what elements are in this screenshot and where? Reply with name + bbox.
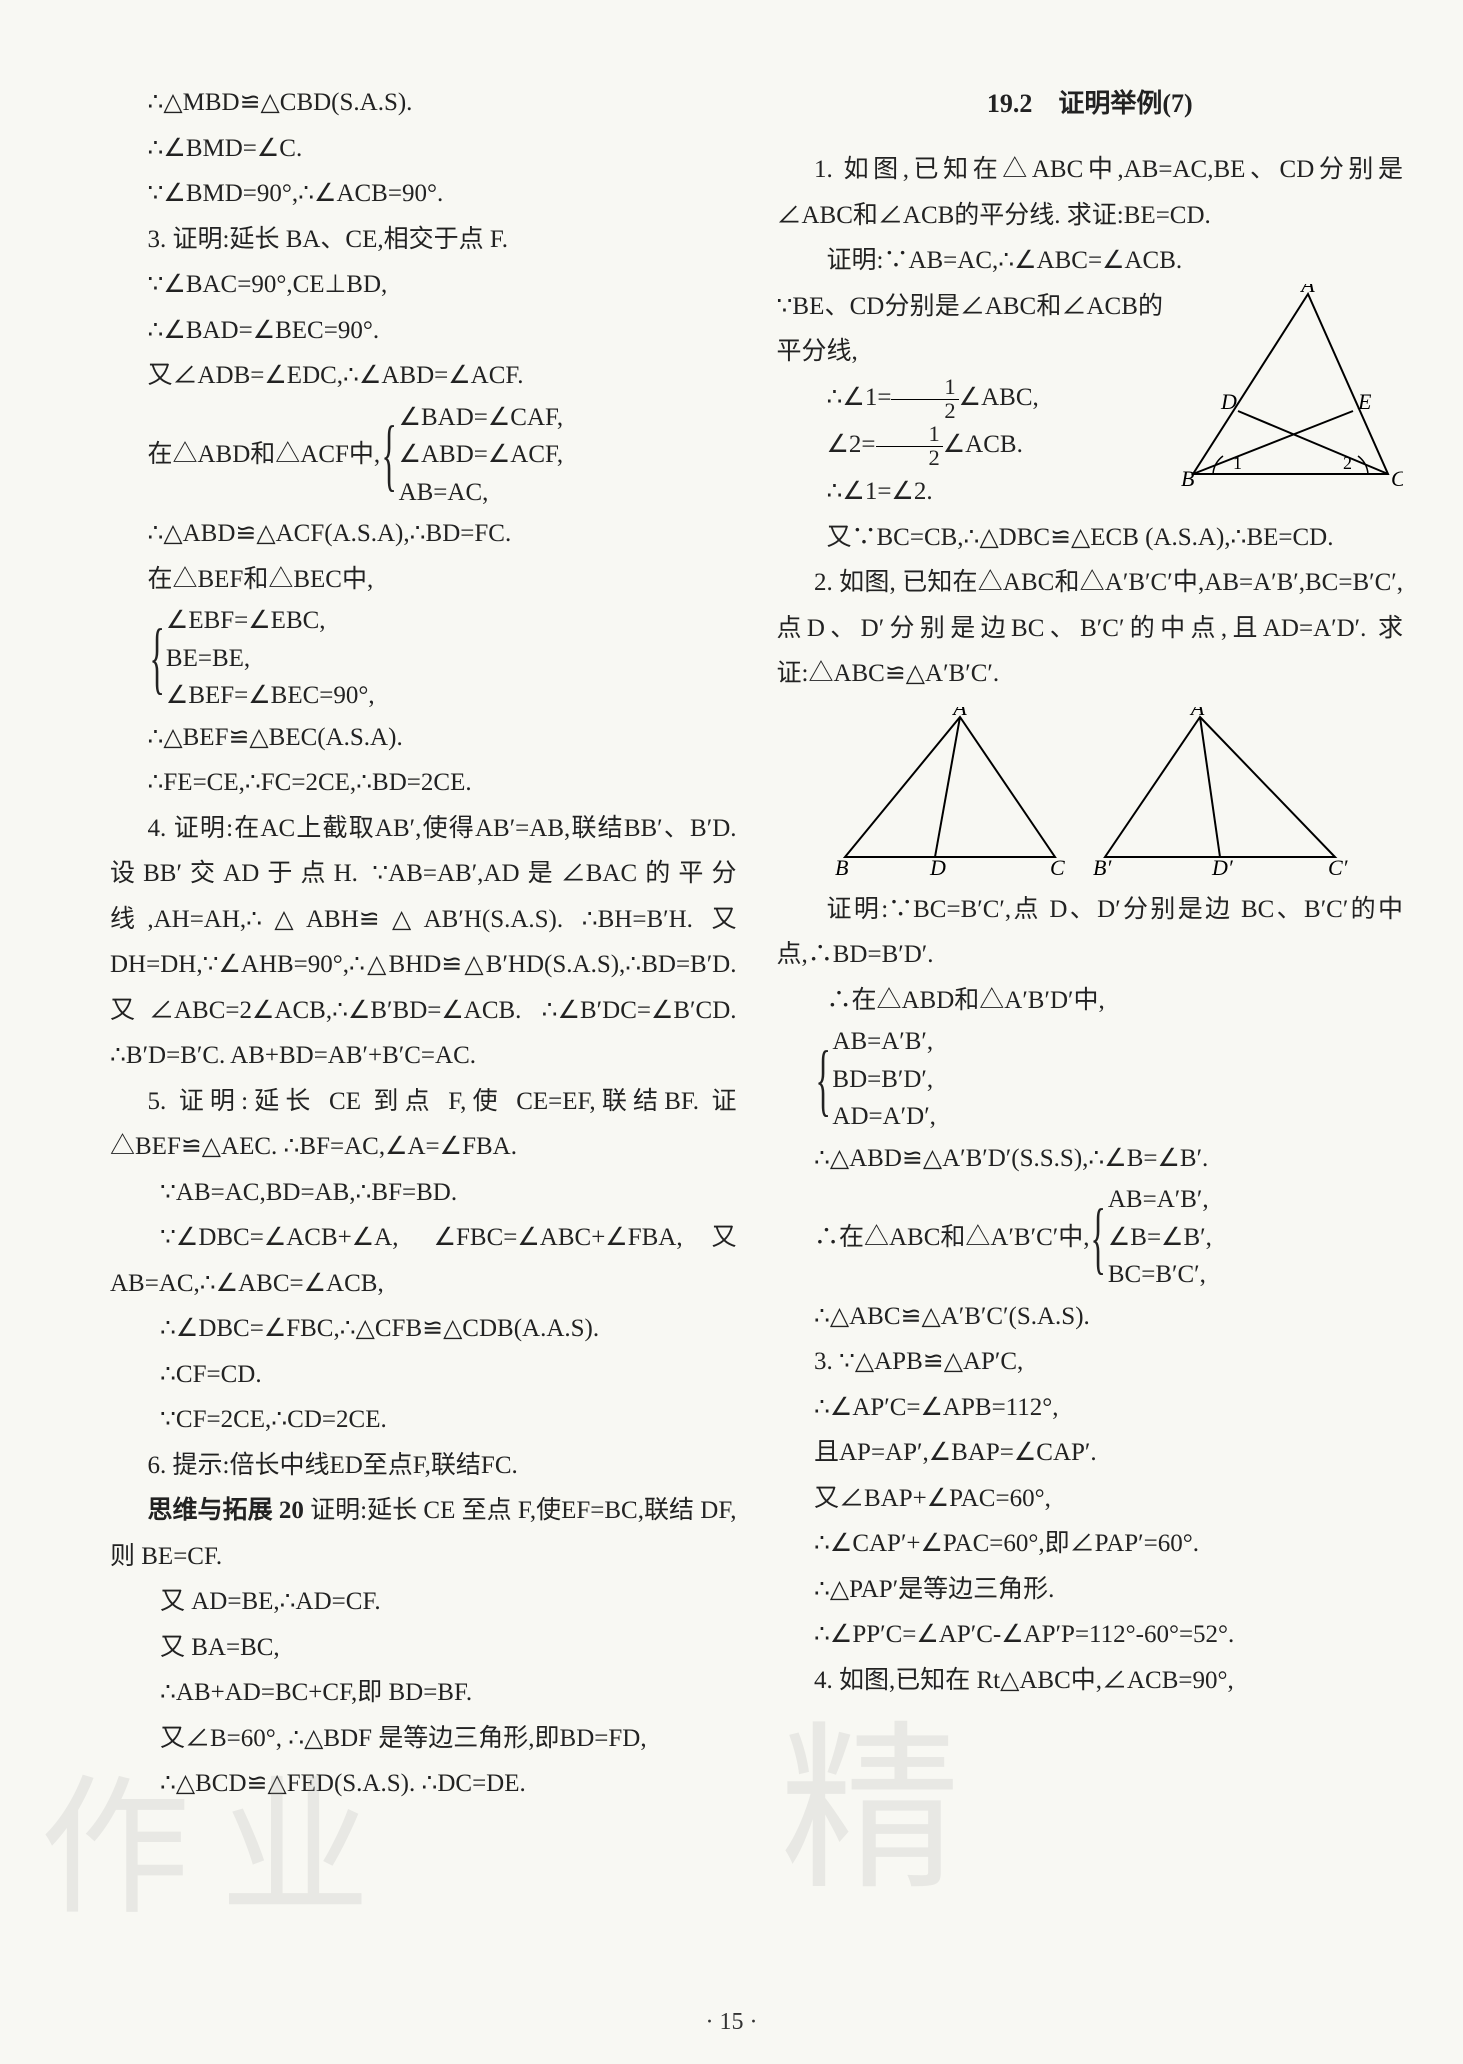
brace-item: BE=BE, [166, 640, 375, 678]
text-line: ∴△ABD≌△ACF(A.S.A),∴BD=FC. [110, 511, 737, 557]
text-line: 又 BA=BC, [110, 1625, 737, 1671]
text-line: ∵AB=AC,BD=AB,∴BF=BD. [110, 1170, 737, 1216]
brace-items: AB=A′B′, BD=B′D′, AD=A′D′, [832, 1023, 936, 1136]
text-line: ∴∠BAD=∠BEC=90°. [110, 308, 737, 354]
svg-text:B: B [835, 855, 848, 877]
svg-text:C′: C′ [1328, 855, 1349, 877]
svg-text:B: B [1181, 466, 1194, 491]
brace-item: ∠BAD=∠CAF, [399, 399, 564, 437]
text-line: 在△BEF和△BEC中, [110, 557, 737, 603]
text-line: 又∠BAP+∠PAC=60°, [777, 1476, 1404, 1522]
text-line: ∵CF=2CE,∴CD=2CE. [110, 1397, 737, 1443]
brace-item: AB=A′B′, [1108, 1181, 1212, 1219]
section-title: 19.2 证明举例(7) [777, 80, 1404, 127]
brace-item: AD=A′D′, [832, 1098, 936, 1136]
svg-text:D: D [929, 855, 946, 877]
brace-prefix: ∴在△ABC和△A′B′C′中, [814, 1215, 1089, 1261]
left-brace-icon: { [816, 1044, 831, 1116]
brace-item: AB=A′B′, [832, 1023, 936, 1061]
brace-block: 在△ABD和△ACF中, { ∠BAD=∠CAF, ∠ABD=∠ACF, AB=… [148, 399, 737, 512]
text-line: ∵∠BMD=90°,∴∠ACB=90°. [110, 171, 737, 217]
brace-prefix: 在△ABD和△ACF中, [148, 432, 381, 478]
text-line: ∵∠DBC=∠ACB+∠A, ∠FBC=∠ABC+∠FBA,又AB=AC,∴∠A… [110, 1215, 737, 1306]
text-line: 3. ∵△APB≌△AP′C, [777, 1339, 1404, 1385]
brace-item: AB=AC, [399, 474, 564, 512]
text-line: 4. 证明:在AC上截取AB′,使得AB′=AB,联结BB′、B′D. 设BB′… [110, 806, 737, 1079]
text-line: ∴∠CAP′+∠PAC=60°,即∠PAP′=60°. [777, 1521, 1404, 1567]
fraction: 12 [876, 423, 943, 469]
text-line: 3. 证明:延长 BA、CE,相交于点 F. [110, 217, 737, 263]
text-line: ∴△ABC≌△A′B′C′(S.A.S). [777, 1294, 1404, 1340]
text-line: 又∵BC=CB,∴△DBC≌△ECB (A.S.A),∴BE=CD. [777, 515, 1404, 561]
left-brace-icon: { [382, 419, 397, 491]
fraction: 12 [891, 376, 958, 422]
text-span: ∴∠1= [827, 384, 892, 411]
text-line: ∴∠PP′C=∠AP′C-∠AP′P=112°-60°=52°. [777, 1612, 1404, 1658]
brace-block: { AB=A′B′, BD=B′D′, AD=A′D′, [814, 1023, 1403, 1136]
brace-item: ∠ABD=∠ACF, [399, 436, 564, 474]
text-line: 又∠B=60°, ∴△BDF 是等边三角形,即BD=FD, [110, 1716, 737, 1762]
text-line: 2. 如图, 已知在△ABC和△A′B′C′中,AB=A′B′,BC=B′C′,… [777, 560, 1404, 697]
triangle-diagram-2a: A B D C [830, 707, 1070, 877]
brace-item: BD=B′D′, [832, 1061, 936, 1099]
text-line: 又∠ADB=∠EDC,∴∠ABD=∠ACF. [110, 353, 737, 399]
svg-text:A: A [951, 707, 967, 720]
text-line: 证明:∵BC=B′C′,点 D、D′分别是边 BC、B′C′的中点,∴BD=B′… [777, 887, 1404, 978]
text-line: ∴AB+AD=BC+CF,即 BD=BF. [110, 1670, 737, 1716]
brace-items: ∠EBF=∠EBC, BE=BE, ∠BEF=∠BEC=90°, [166, 602, 375, 715]
svg-text:E: E [1357, 389, 1372, 414]
text-line: 且AP=AP′,∠BAP=∠CAP′. [777, 1430, 1404, 1476]
brace-item: BC=B′C′, [1108, 1256, 1212, 1294]
svg-text:B′: B′ [1093, 855, 1112, 877]
text-line: ∴∠BMD=∠C. [110, 126, 737, 172]
text-line: ∴△BEF≌△BEC(A.S.A). [110, 715, 737, 761]
text-line: ∴△PAP′是等边三角形. [777, 1567, 1404, 1613]
text-line: ∵∠BAC=90°,CE⊥BD, [110, 262, 737, 308]
triangle-diagram-row: A B D C A′ B′ D′ C′ [777, 707, 1404, 877]
text-line: 又 AD=BE,∴AD=CF. [110, 1579, 737, 1625]
brace-block: { ∠EBF=∠EBC, BE=BE, ∠BEF=∠BEC=90°, [148, 602, 737, 715]
text-line: 1. 如图,已知在△ABC中,AB=AC,BE、CD分别是∠ABC和∠ACB的平… [777, 147, 1404, 238]
page-number: · 15 · [0, 2009, 1463, 2036]
text-line: 4. 如图,已知在 Rt△ABC中,∠ACB=90°, [777, 1658, 1404, 1704]
right-column: 19.2 证明举例(7) 1. 如图,已知在△ABC中,AB=AC,BE、CD分… [777, 80, 1404, 2024]
svg-text:A′: A′ [1189, 707, 1210, 720]
left-brace-icon: { [1091, 1202, 1106, 1274]
brace-block: ∴在△ABC和△A′B′C′中, { AB=A′B′, ∠B=∠B′, BC=B… [814, 1181, 1403, 1294]
brace-item: ∠EBF=∠EBC, [166, 602, 375, 640]
text-line: ∴FE=CE,∴FC=2CE,∴BD=2CE. [110, 760, 737, 806]
bold-heading: 思维与拓展 20 [148, 1497, 304, 1524]
svg-text:D′: D′ [1211, 855, 1234, 877]
text-line: ∴△BCD≌△FED(S.A.S). ∴DC=DE. [110, 1761, 737, 1807]
text-line: ∴在△ABD和△A′B′D′中, [777, 978, 1404, 1024]
svg-text:A: A [1299, 284, 1315, 297]
text-span: ∠ABC, [959, 384, 1039, 411]
text-line: ∴∠AP′C=∠APB=112°, [777, 1385, 1404, 1431]
text-line: ∴△ABD≌△A′B′D′(S.S.S),∴∠B=∠B′. [777, 1136, 1404, 1182]
svg-text:C: C [1050, 855, 1065, 877]
brace-items: ∠BAD=∠CAF, ∠ABD=∠ACF, AB=AC, [399, 399, 564, 512]
text-line: ∴∠DBC=∠FBC,∴△CFB≌△CDB(A.A.S). [110, 1306, 737, 1352]
brace-item: ∠B=∠B′, [1108, 1219, 1212, 1257]
svg-text:1: 1 [1233, 453, 1242, 473]
left-brace-icon: { [149, 622, 164, 694]
svg-text:D: D [1220, 389, 1237, 414]
text-line: 证明:∵AB=AC,∴∠ABC=∠ACB. [777, 238, 1404, 284]
text-span: ∠2= [827, 431, 876, 458]
page: 作业 精 ∴△MBD≌△CBD(S.A.S). ∴∠BMD=∠C. ∵∠BMD=… [0, 0, 1463, 2064]
svg-text:C: C [1391, 466, 1403, 491]
brace-items: AB=A′B′, ∠B=∠B′, BC=B′C′, [1108, 1181, 1212, 1294]
text-line: 6. 提示:倍长中线ED至点F,联结FC. [110, 1443, 737, 1489]
triangle-diagram-1: A B C D E 1 2 [1173, 284, 1403, 494]
text-line: ∴CF=CD. [110, 1352, 737, 1398]
text-line: 思维与拓展 20 证明:延长 CE 至点 F,使EF=BC,联结 DF,则 BE… [110, 1488, 737, 1579]
left-column: ∴△MBD≌△CBD(S.A.S). ∴∠BMD=∠C. ∵∠BMD=90°,∴… [110, 80, 737, 2024]
text-span: ∠ACB. [943, 431, 1023, 458]
triangle-diagram-2b: A′ B′ D′ C′ [1090, 707, 1350, 877]
text-line: 5. 证明:延长 CE 到点 F,使 CE=EF,联结BF. 证△BEF≌△AE… [110, 1079, 737, 1170]
svg-text:2: 2 [1343, 453, 1352, 473]
brace-item: ∠BEF=∠BEC=90°, [166, 677, 375, 715]
text-line: ∴△MBD≌△CBD(S.A.S). [110, 80, 737, 126]
